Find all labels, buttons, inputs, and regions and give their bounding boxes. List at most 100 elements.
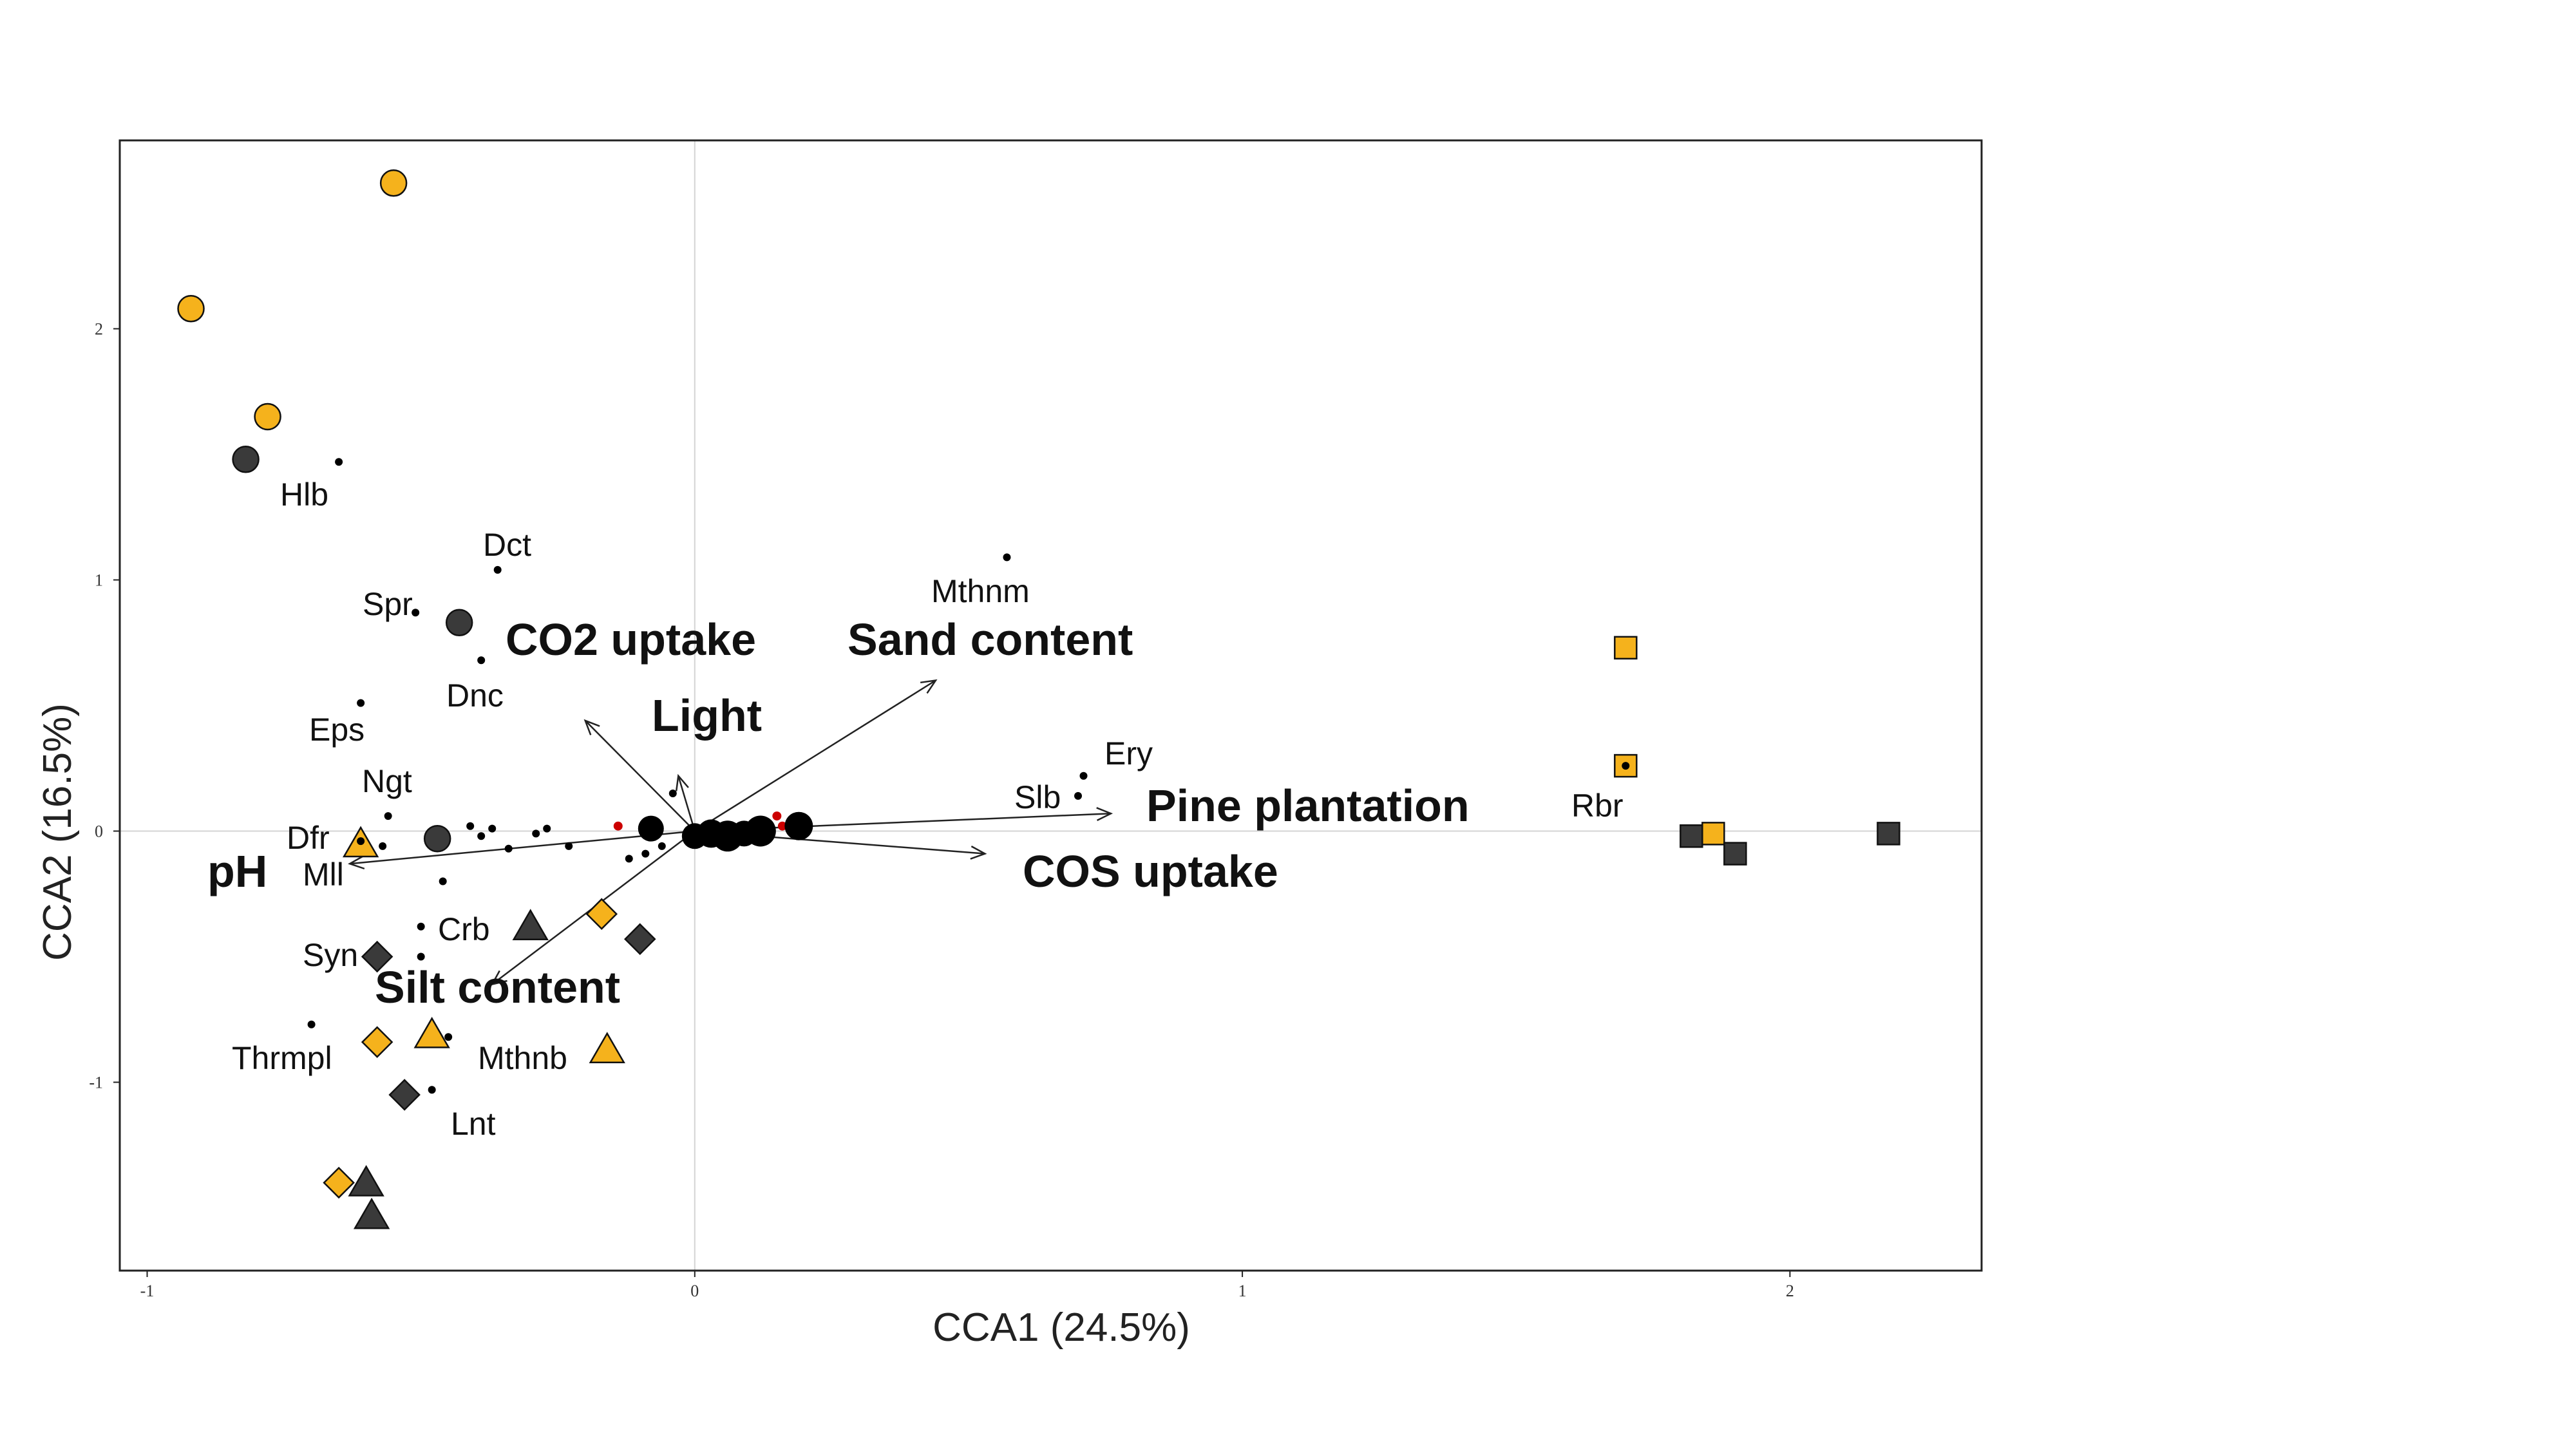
minor-point	[488, 824, 497, 833]
species-label: Rbr	[1571, 788, 1624, 824]
x-tick-label: 2	[1786, 1282, 1794, 1300]
y-tick-label: 0	[95, 822, 103, 841]
env-vector-label: Silt content	[375, 962, 620, 1012]
y-tick-label: 2	[95, 320, 103, 339]
vector-arrowhead	[348, 855, 365, 870]
centroid-markers	[638, 811, 813, 852]
species-point	[444, 1033, 453, 1041]
vector-line	[584, 720, 696, 832]
vector-line	[694, 679, 936, 832]
minor-point	[641, 849, 650, 858]
site-circle	[445, 609, 473, 637]
minor-point	[477, 832, 486, 840]
centroid-point	[638, 815, 664, 842]
minor-point	[565, 842, 573, 850]
species-label: Dnc	[446, 677, 504, 714]
species-point	[335, 458, 343, 466]
species-label: Ngt	[362, 763, 412, 799]
minor-point	[466, 822, 475, 830]
species-label: Dfr	[287, 820, 330, 856]
y-axis-title: CCA2 (16.5%)	[35, 703, 80, 961]
site-circle	[423, 824, 451, 853]
site-circle	[379, 169, 408, 197]
species-point	[357, 699, 365, 707]
species-point	[428, 1086, 436, 1094]
species-label: Ery	[1104, 735, 1153, 772]
species-label: Thrmpl	[232, 1040, 332, 1076]
site-circle	[254, 402, 281, 431]
species-label: Syn	[303, 937, 358, 973]
species-point	[1003, 553, 1011, 562]
vector-arrowhead	[970, 846, 987, 860]
site-diamond	[624, 923, 656, 955]
species-points	[307, 458, 1630, 1094]
minor-point	[504, 844, 513, 853]
env-vector-label: Light	[652, 690, 762, 741]
site-square	[1614, 636, 1638, 660]
axis-ticks: -1 0 1 2 -1 0 1 2	[89, 320, 1794, 1301]
site-diamond	[361, 940, 393, 973]
species-point	[412, 609, 420, 617]
species-point	[307, 1020, 316, 1028]
species-label: Mthnm	[931, 573, 1030, 609]
minor-point	[658, 842, 666, 850]
species-label: Spr	[363, 586, 413, 622]
species-point	[477, 656, 486, 665]
red-point	[772, 811, 782, 821]
site-triangle	[413, 1016, 450, 1048]
minor-points	[439, 790, 787, 886]
site-square	[1723, 842, 1747, 866]
env-vector-label: Pine plantation	[1146, 781, 1470, 831]
species-label: Slb	[1014, 779, 1061, 815]
site-diamond	[361, 1026, 393, 1058]
species-point	[493, 565, 502, 574]
vector-line	[677, 775, 696, 831]
red-point	[613, 821, 623, 831]
env-vector-label: CO2 uptake	[506, 614, 756, 665]
site-circle	[177, 295, 205, 323]
site-square	[1680, 824, 1703, 848]
species-label: Mthnb	[478, 1040, 567, 1076]
species-point	[417, 922, 425, 931]
site-triangle	[348, 1165, 384, 1197]
site-diamond	[388, 1079, 421, 1111]
site-triangle	[353, 1197, 390, 1229]
x-tick-label: 1	[1238, 1282, 1247, 1300]
minor-point	[439, 877, 447, 886]
env-vector-label: Sand content	[848, 614, 1133, 665]
species-label: Hlb	[280, 477, 328, 513]
vector-arrowhead	[583, 719, 600, 735]
site-diamond	[585, 898, 618, 930]
vector-arrowhead	[675, 773, 689, 791]
x-tick-label: -1	[140, 1282, 155, 1300]
vector-arrowhead	[490, 970, 507, 986]
species-label: Dct	[483, 527, 531, 563]
species-label: Mll	[303, 857, 344, 893]
site-diamond	[323, 1166, 355, 1199]
species-label: Crb	[438, 911, 490, 947]
centroid-point	[784, 811, 813, 840]
species-point	[357, 837, 365, 846]
species-point	[379, 842, 387, 850]
site-square	[1877, 822, 1900, 846]
species-point	[1622, 762, 1630, 770]
minor-point	[625, 855, 633, 863]
species-point	[417, 952, 425, 961]
labels: CO2 uptake Light Sand content Pine plantati…	[207, 477, 1624, 1142]
red-point	[777, 821, 787, 831]
site-circle	[232, 446, 260, 473]
x-tick-label: 0	[690, 1282, 699, 1300]
env-vector-label: pH	[207, 846, 267, 896]
y-tick-label: 1	[95, 571, 103, 590]
env-vector-label: COS uptake	[1023, 846, 1278, 896]
x-axis-title: CCA1 (24.5%)	[933, 1305, 1190, 1350]
site-markers	[177, 169, 1900, 1229]
site-triangle	[589, 1032, 625, 1064]
minor-point	[532, 829, 540, 838]
plot-frame	[118, 139, 1983, 1272]
species-label: Lnt	[451, 1106, 496, 1142]
vector-line	[350, 830, 695, 865]
site-triangle	[512, 909, 549, 940]
species-point	[1074, 791, 1083, 800]
